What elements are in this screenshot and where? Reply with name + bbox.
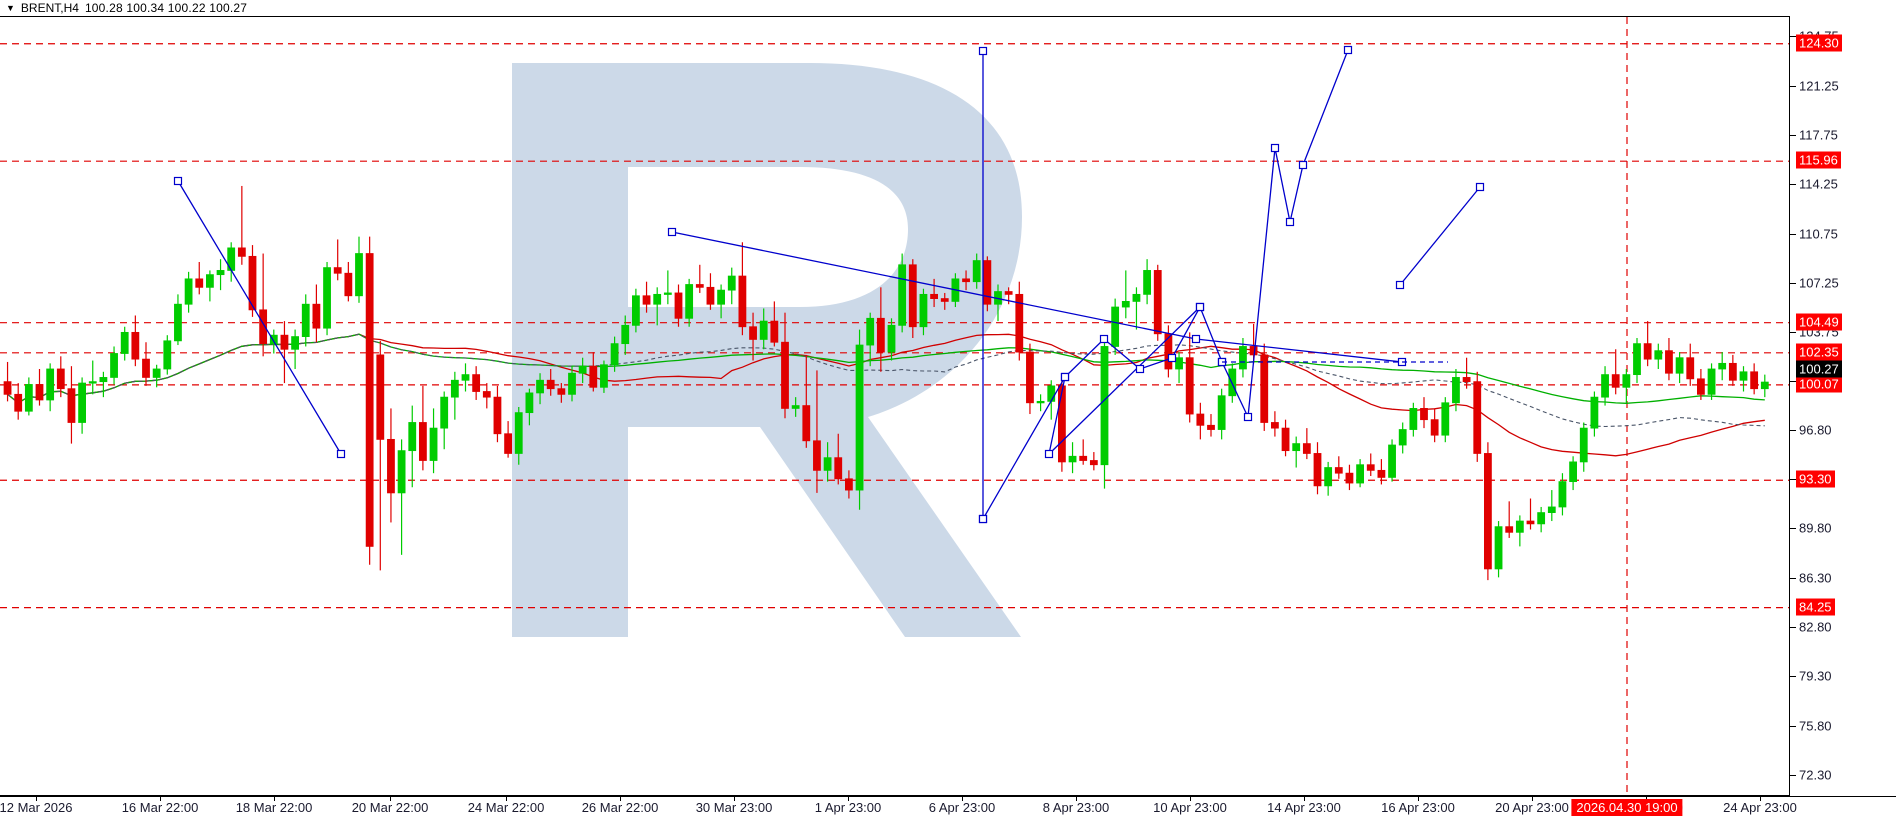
price-tick-label: 75.80 <box>1799 718 1832 734</box>
chart-canvas <box>0 17 1789 795</box>
price-tick <box>1790 479 1796 481</box>
time-tick <box>962 797 963 801</box>
time-tick <box>620 797 621 801</box>
price-level-badge[interactable]: 104.49 <box>1796 313 1842 331</box>
time-tick <box>1418 797 1419 801</box>
time-tick <box>1532 797 1533 801</box>
collapse-caret-icon[interactable]: ▼ <box>6 2 15 13</box>
price-tick <box>1790 429 1796 431</box>
time-tick-label: 6 Apr 23:00 <box>928 800 996 815</box>
trend-lines[interactable] <box>173 45 1485 524</box>
price-level-badge[interactable]: 84.25 <box>1796 598 1835 616</box>
time-tick-label: 18 Mar 22:00 <box>235 800 313 815</box>
price-tick <box>1790 381 1796 383</box>
price-level-badge[interactable]: 115.96 <box>1796 151 1841 169</box>
price-tick <box>1790 676 1796 678</box>
watermark-logo <box>512 63 1022 637</box>
candlestick-series <box>3 185 1769 581</box>
ohlc-values: 100.28 100.34 100.22 100.27 <box>84 1 248 15</box>
price-tick <box>1790 577 1796 579</box>
time-tick <box>1760 797 1761 801</box>
chart-plot-area[interactable] <box>0 16 1790 796</box>
time-tick-label: 26 Mar 22:00 <box>581 800 659 815</box>
price-scale[interactable]: 124.75121.25117.75114.25110.75107.25103.… <box>1790 16 1896 796</box>
time-tick <box>848 797 849 801</box>
time-tick <box>1190 797 1191 801</box>
time-tick-label: 1 Apr 23:00 <box>814 800 882 815</box>
symbol-label: BRENT,H4 <box>20 1 79 15</box>
price-tick <box>1790 233 1796 235</box>
time-tick-label: 10 Apr 23:00 <box>1153 800 1227 815</box>
price-tick <box>1790 85 1796 87</box>
price-tick-label: 82.80 <box>1799 619 1832 635</box>
price-tick-label: 114.25 <box>1799 176 1838 192</box>
price-level-badge[interactable]: 93.30 <box>1796 470 1835 488</box>
time-tick-label: 12 Mar 2026 <box>0 800 73 815</box>
price-tick-label: 89.80 <box>1799 520 1832 536</box>
price-tick <box>1790 627 1796 629</box>
time-tick <box>734 797 735 801</box>
time-tick-label: 16 Apr 23:00 <box>1381 800 1455 815</box>
time-tick <box>274 797 275 801</box>
price-tick <box>1790 528 1796 530</box>
time-tick-label: 24 Mar 22:00 <box>467 800 545 815</box>
time-tick-label: 20 Apr 23:00 <box>1495 800 1569 815</box>
price-tick-label: 110.75 <box>1799 226 1838 242</box>
price-tick <box>1790 774 1796 776</box>
current-price-badge[interactable]: 100.27 <box>1796 360 1842 378</box>
price-level-badge[interactable]: 102.35 <box>1796 343 1842 361</box>
time-tick-label: 30 Mar 23:00 <box>695 800 773 815</box>
current-time-badge[interactable]: 2026.04.30 19:00 <box>1571 799 1683 816</box>
time-tick-label: 20 Mar 22:00 <box>351 800 429 815</box>
time-tick-label: 24 Apr 23:00 <box>1723 800 1797 815</box>
time-tick <box>1304 797 1305 801</box>
price-tick <box>1790 725 1796 727</box>
price-tick-label: 117.75 <box>1799 127 1838 143</box>
time-tick <box>1076 797 1077 801</box>
time-tick-label: 8 Apr 23:00 <box>1042 800 1110 815</box>
price-tick <box>1790 184 1796 186</box>
price-tick-label: 86.30 <box>1799 570 1832 586</box>
price-tick <box>1790 134 1796 136</box>
price-tick <box>1790 332 1796 334</box>
price-tick <box>1790 282 1796 284</box>
price-tick-label: 96.80 <box>1799 422 1832 438</box>
time-tick <box>160 797 161 801</box>
moving-averages <box>7 333 1765 457</box>
price-level-badge[interactable]: 100.07 <box>1796 375 1842 393</box>
price-tick-label: 79.30 <box>1799 668 1832 684</box>
time-scale[interactable]: 12 Mar 2026 16 Mar 22:00 18 Mar 22:00 20 Ma… <box>0 796 1896 820</box>
price-tick <box>1790 36 1796 38</box>
chart-header: ▼ BRENT,H4 100.28 100.34 100.22 100.27 <box>0 0 1896 16</box>
time-tick-label: 16 Mar 22:00 <box>121 800 199 815</box>
price-tick-label: 121.25 <box>1799 78 1839 94</box>
price-tick-label: 72.30 <box>1799 767 1832 783</box>
time-tick-label: 14 Apr 23:00 <box>1267 800 1341 815</box>
time-tick <box>390 797 391 801</box>
time-tick <box>506 797 507 801</box>
price-tick-label: 107.25 <box>1799 275 1839 291</box>
time-tick <box>36 797 37 801</box>
price-level-badge[interactable]: 124.30 <box>1796 34 1842 52</box>
